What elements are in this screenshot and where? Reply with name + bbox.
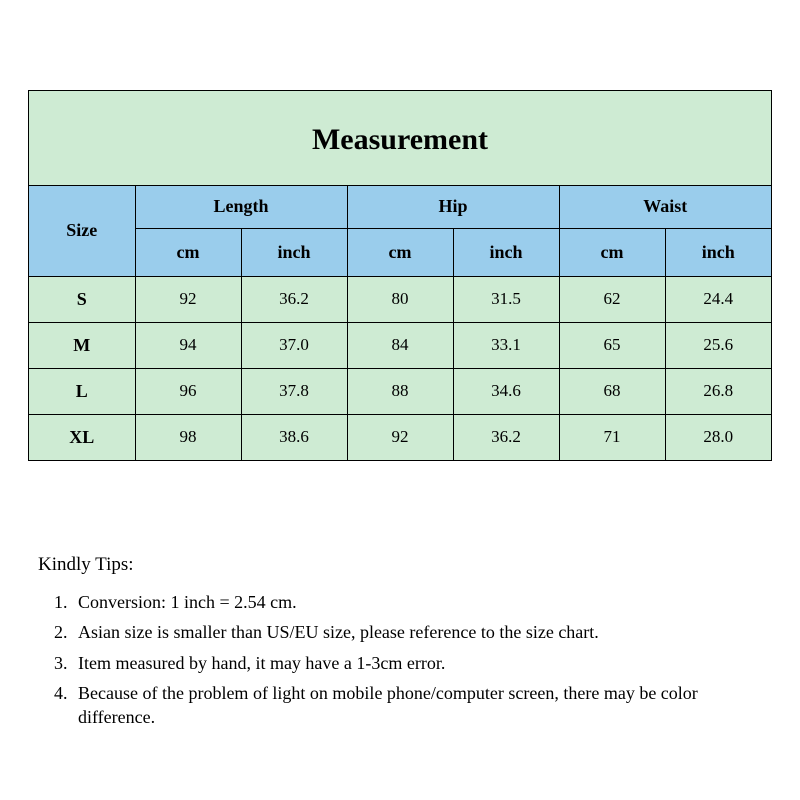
cell-value: 31.5 — [453, 276, 559, 322]
subheader-waist-inch: inch — [665, 228, 771, 276]
table-row: XL 98 38.6 92 36.2 71 28.0 — [29, 414, 771, 460]
cell-value: 68 — [559, 368, 665, 414]
cell-value: 88 — [347, 368, 453, 414]
cell-value: 92 — [135, 276, 241, 322]
cell-value: 92 — [347, 414, 453, 460]
header-hip: Hip — [347, 186, 559, 228]
tips-item: Item measured by hand, it may have a 1-3… — [72, 651, 758, 675]
cell-value: 65 — [559, 322, 665, 368]
cell-value: 84 — [347, 322, 453, 368]
cell-value: 96 — [135, 368, 241, 414]
header-length: Length — [135, 186, 347, 228]
tips-section: Kindly Tips: Conversion: 1 inch = 2.54 c… — [38, 554, 758, 735]
tips-item: Conversion: 1 inch = 2.54 cm. — [72, 590, 758, 614]
subheader-hip-inch: inch — [453, 228, 559, 276]
tips-title: Kindly Tips: — [38, 554, 758, 576]
tips-item: Asian size is smaller than US/EU size, p… — [72, 620, 758, 644]
subheader-hip-cm: cm — [347, 228, 453, 276]
cell-value: 36.2 — [453, 414, 559, 460]
cell-value: 33.1 — [453, 322, 559, 368]
cell-value: 80 — [347, 276, 453, 322]
table-row: S 92 36.2 80 31.5 62 24.4 — [29, 276, 771, 322]
cell-value: 28.0 — [665, 414, 771, 460]
measurement-panel: Measurement Size Length Hip Waist cm inc… — [28, 90, 772, 461]
subheader-length-cm: cm — [135, 228, 241, 276]
size-table: Size Length Hip Waist cm inch cm inch cm… — [29, 186, 771, 460]
cell-value: 37.0 — [241, 322, 347, 368]
tips-item: Because of the problem of light on mobil… — [72, 681, 758, 730]
cell-value: 37.8 — [241, 368, 347, 414]
table-subheader-row: cm inch cm inch cm inch — [29, 228, 771, 276]
cell-value: 98 — [135, 414, 241, 460]
cell-size: XL — [29, 414, 135, 460]
subheader-waist-cm: cm — [559, 228, 665, 276]
cell-value: 36.2 — [241, 276, 347, 322]
table-row: M 94 37.0 84 33.1 65 25.6 — [29, 322, 771, 368]
subheader-length-inch: inch — [241, 228, 347, 276]
cell-value: 25.6 — [665, 322, 771, 368]
panel-title: Measurement — [29, 91, 771, 186]
cell-value: 62 — [559, 276, 665, 322]
table-header-row: Size Length Hip Waist — [29, 186, 771, 228]
cell-value: 71 — [559, 414, 665, 460]
tips-list: Conversion: 1 inch = 2.54 cm. Asian size… — [38, 590, 758, 729]
cell-value: 26.8 — [665, 368, 771, 414]
header-size: Size — [29, 186, 135, 276]
cell-value: 34.6 — [453, 368, 559, 414]
page: Measurement Size Length Hip Waist cm inc… — [0, 0, 800, 800]
cell-value: 38.6 — [241, 414, 347, 460]
cell-value: 24.4 — [665, 276, 771, 322]
cell-size: M — [29, 322, 135, 368]
cell-value: 94 — [135, 322, 241, 368]
cell-size: L — [29, 368, 135, 414]
table-row: L 96 37.8 88 34.6 68 26.8 — [29, 368, 771, 414]
header-waist: Waist — [559, 186, 771, 228]
cell-size: S — [29, 276, 135, 322]
